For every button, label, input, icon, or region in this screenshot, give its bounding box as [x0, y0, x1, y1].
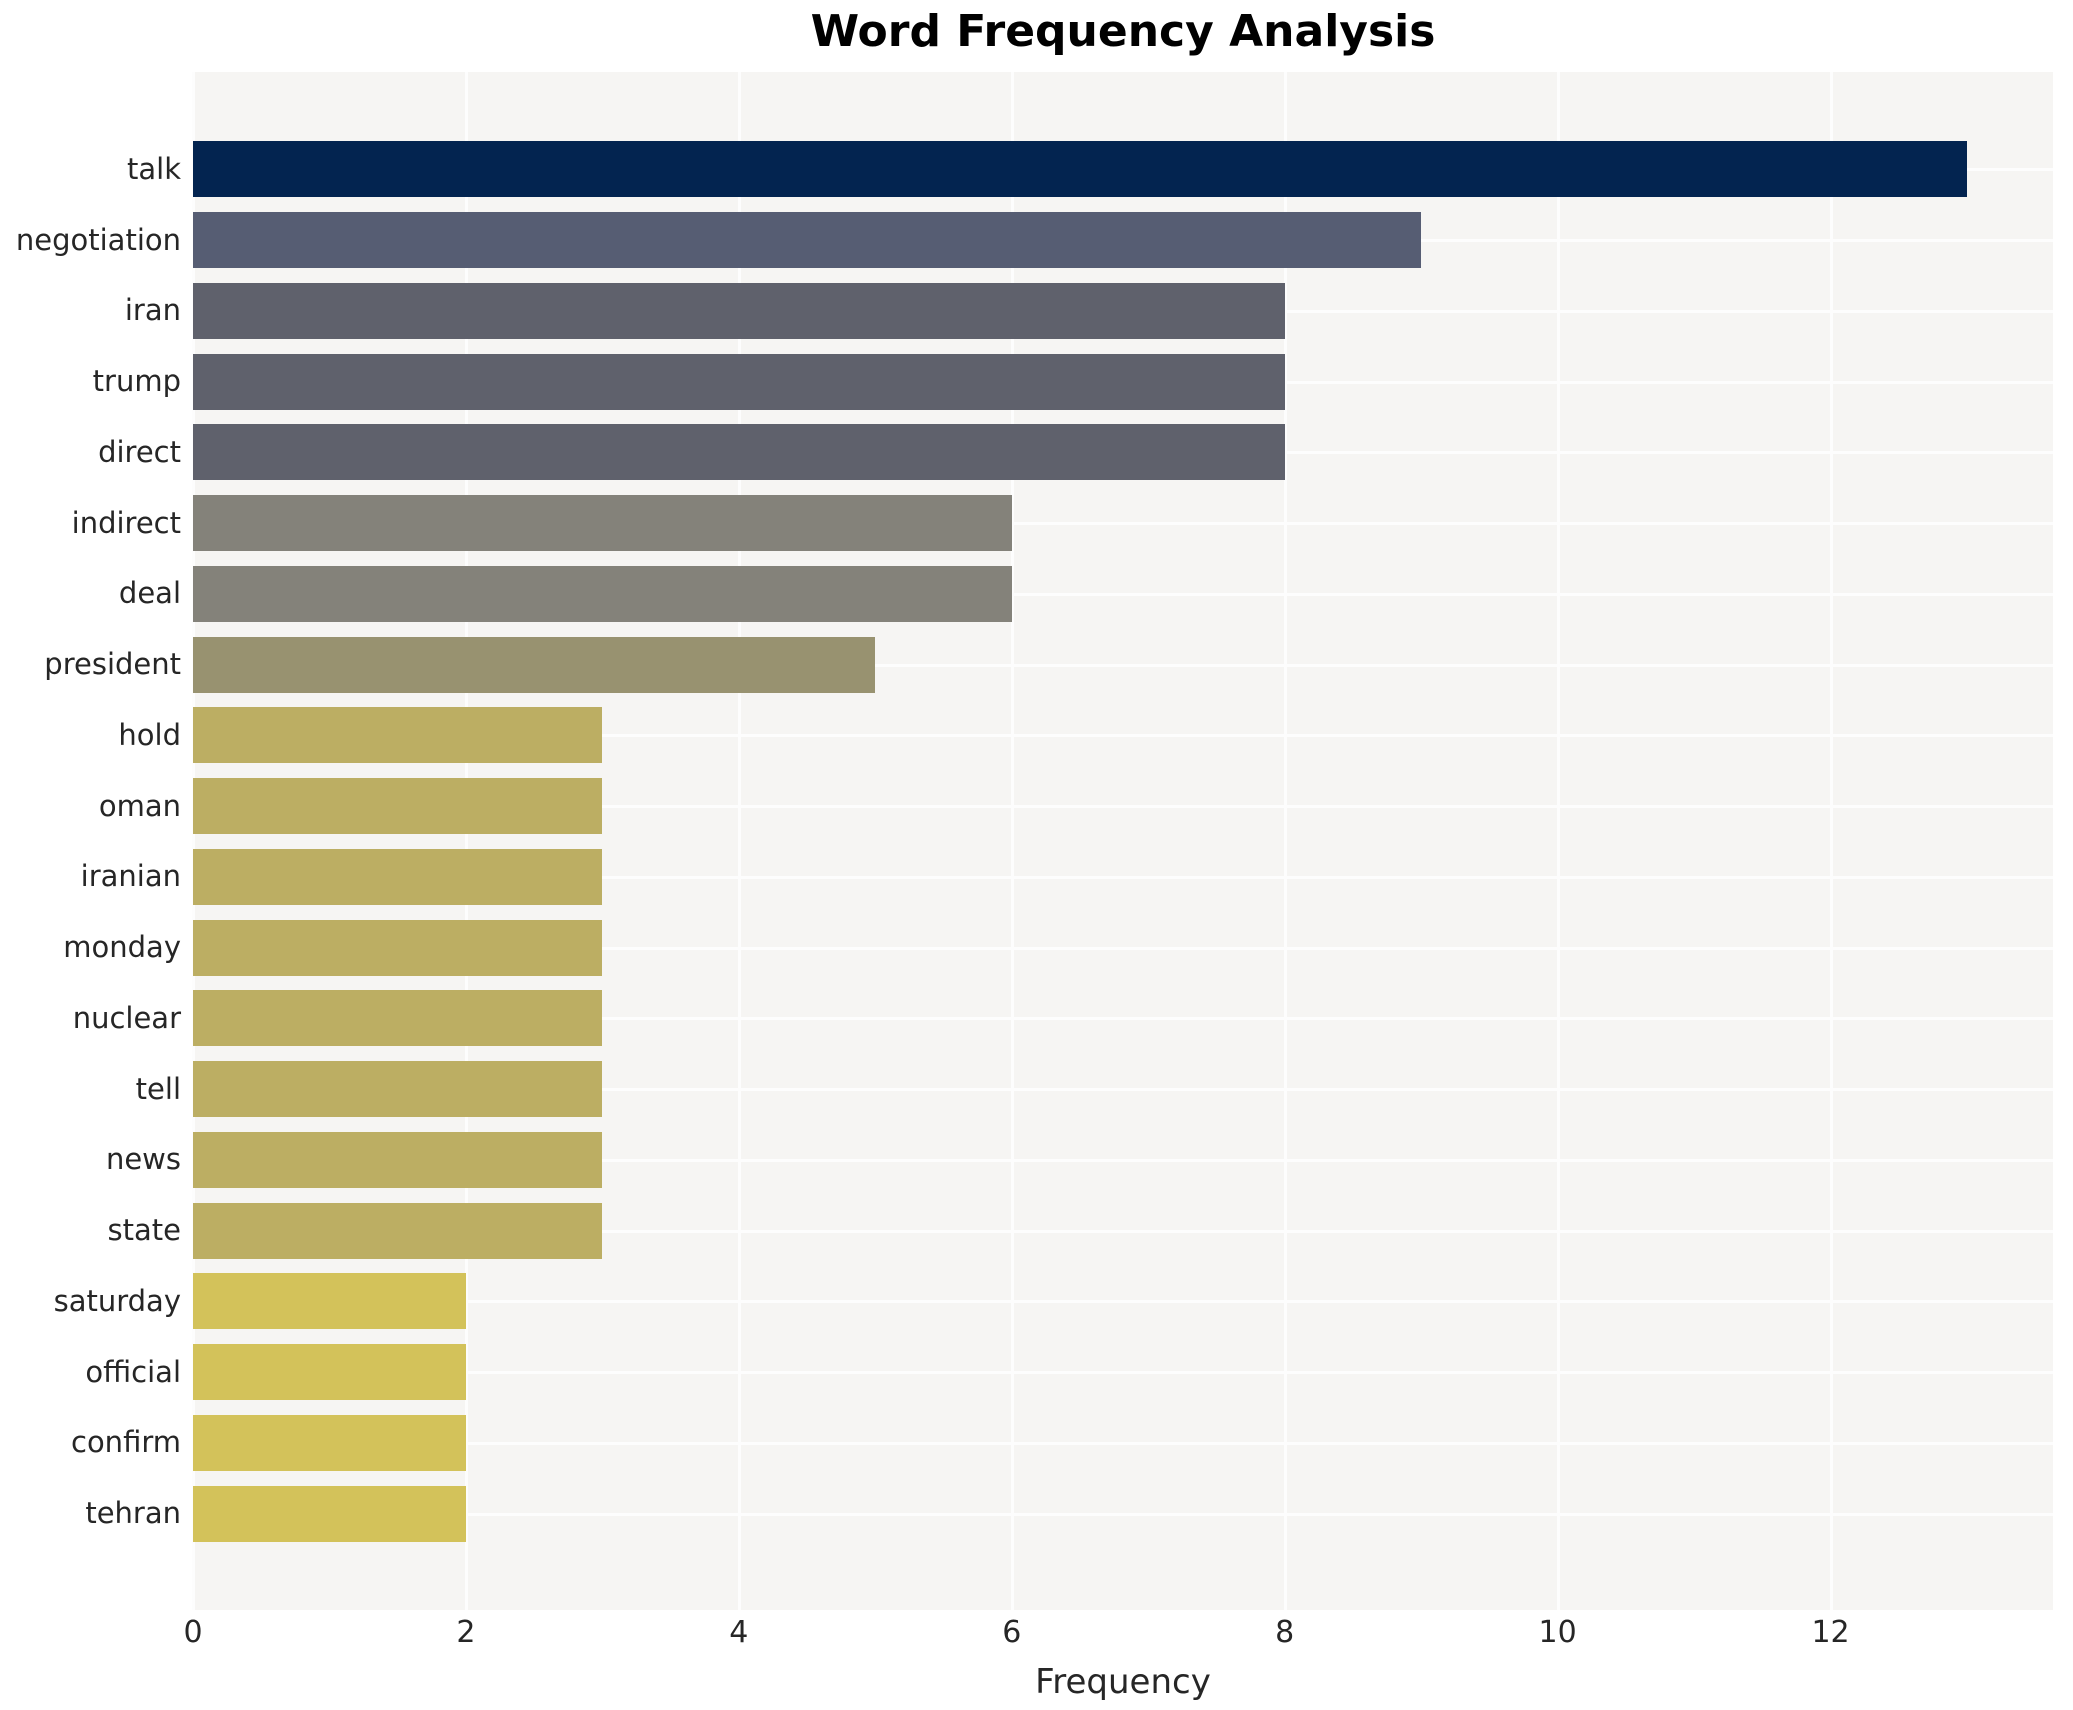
y-gridline [193, 734, 2053, 738]
x-tick-label: 0 [183, 1615, 203, 1650]
x-gridline [1283, 72, 1287, 1610]
bar-news [193, 1131, 603, 1188]
y-gridline [193, 805, 2053, 809]
y-gridline [193, 592, 2053, 596]
chart-title: Word Frequency Analysis [810, 6, 1436, 57]
y-tick-label-nuclear: nuclear [72, 1000, 181, 1035]
y-tick-label-deal: deal [118, 576, 181, 611]
y-tick-label-monday: monday [63, 930, 181, 965]
bar-trump [193, 353, 1285, 410]
bar-oman [193, 778, 603, 835]
y-gridline [193, 1017, 2053, 1021]
x-tick-label: 2 [456, 1615, 476, 1650]
y-gridline [193, 663, 2053, 667]
x-tick-label: 12 [1811, 1615, 1850, 1650]
y-tick-label-official: official [85, 1354, 181, 1389]
x-tick-label: 10 [1538, 1615, 1577, 1650]
bar-official [193, 1344, 466, 1401]
y-tick-label-president: president [44, 647, 181, 682]
x-tick-label: 6 [1002, 1615, 1022, 1650]
y-gridline [193, 875, 2053, 879]
bar-confirm [193, 1414, 466, 1471]
y-tick-label-tehran: tehran [85, 1496, 181, 1531]
x-axis-ticks: 0 2 4 6 8 10 12 [183, 1615, 2053, 1658]
bar-iranian [193, 848, 603, 905]
x-gridline [1556, 72, 1560, 1610]
y-tick-label-iranian: iranian [80, 859, 181, 894]
y-tick-label-hold: hold [118, 717, 181, 752]
bar-negotiation [193, 212, 1422, 269]
bar-deal [193, 565, 1012, 622]
y-gridline [193, 1158, 2053, 1162]
y-axis-labels: talk negotiation iran trump direct indirect de… [0, 72, 181, 1610]
y-tick-label-confirm: confirm [71, 1425, 181, 1460]
x-gridline [1829, 72, 1833, 1610]
y-tick-label-negotiation: negotiation [15, 222, 181, 257]
y-tick-label-indirect: indirect [71, 505, 181, 540]
bar-nuclear [193, 990, 603, 1047]
y-gridline [193, 1441, 2053, 1445]
y-gridline [193, 1371, 2053, 1375]
bar-indirect [193, 495, 1012, 552]
bar-president [193, 636, 876, 693]
bar-talk [193, 141, 1968, 198]
y-gridline [193, 1300, 2053, 1304]
y-tick-label-direct: direct [98, 434, 181, 469]
y-tick-label-state: state [107, 1213, 181, 1248]
x-gridline [1010, 72, 1014, 1610]
y-gridline [193, 1229, 2053, 1233]
y-tick-label-trump: trump [92, 364, 181, 399]
x-tick-label: 4 [729, 1615, 749, 1650]
y-tick-label-iran: iran [124, 293, 181, 328]
y-tick-label-oman: oman [98, 788, 181, 823]
y-tick-label-tell: tell [135, 1071, 181, 1106]
y-gridline [193, 946, 2053, 950]
bar-direct [193, 424, 1285, 481]
bar-hold [193, 707, 603, 764]
y-gridline [193, 1512, 2053, 1516]
bar-tehran [193, 1485, 466, 1542]
y-tick-label-talk: talk [127, 151, 181, 186]
x-gridline [737, 72, 741, 1610]
x-axis-title: Frequency [1035, 1662, 1211, 1702]
bar-saturday [193, 1273, 466, 1330]
y-gridline [193, 1088, 2053, 1092]
bar-tell [193, 1061, 603, 1118]
y-gridline [193, 522, 2053, 526]
bar-monday [193, 919, 603, 976]
y-tick-label-news: news [105, 1142, 181, 1177]
bar-iran [193, 282, 1285, 339]
x-tick-label: 8 [1275, 1615, 1295, 1650]
x-gridline [192, 72, 195, 1610]
x-gridline [464, 72, 468, 1610]
y-tick-label-saturday: saturday [53, 1283, 181, 1318]
bar-state [193, 1202, 603, 1259]
plot-area [192, 72, 2053, 1610]
